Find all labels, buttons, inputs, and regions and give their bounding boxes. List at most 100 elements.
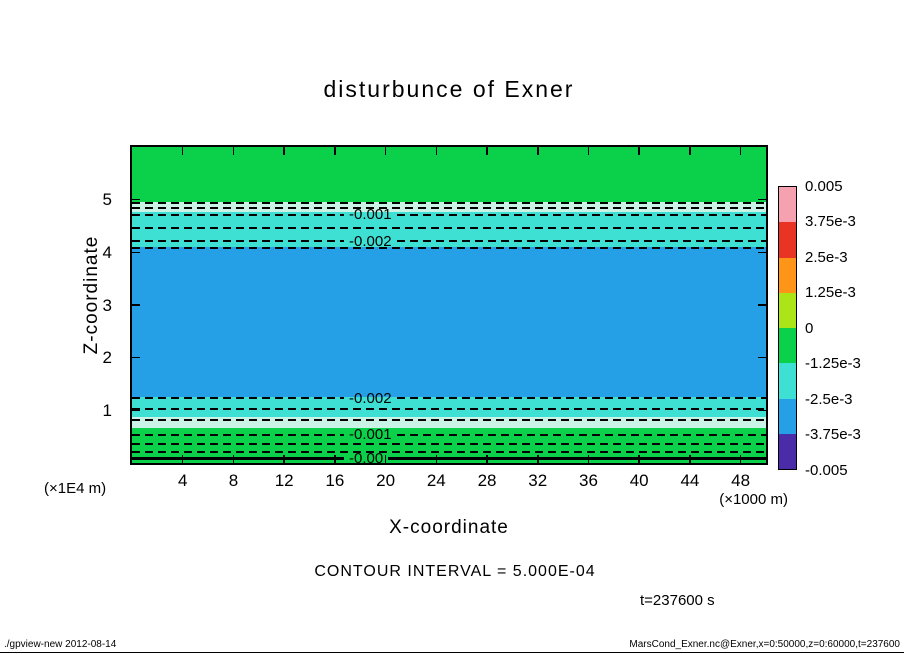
tone-band [132,428,766,463]
time-note: t=237600 s [640,592,715,609]
colorbar-tick-label: -2.5e-3 [805,390,853,408]
tone-band [132,397,766,417]
axis-tick [739,455,742,463]
contour-segment [132,419,766,422]
contour-label: -0.00 [349,450,384,465]
contour-segment [132,450,766,453]
contour-segment [132,397,344,399]
contour-segment [132,206,766,209]
axis-tick [181,455,184,463]
x-tick-label: 4 [177,471,188,490]
contour-line [132,194,766,212]
axis-tick [638,455,640,463]
axis-tick [537,147,539,155]
contour-line [132,219,766,237]
axis-tick [334,147,336,155]
axis-tick [435,455,438,463]
contour-segment [396,213,766,216]
axis-tick [537,455,539,463]
contour-segment [132,433,344,436]
contour-segment [132,408,766,411]
axis-tick [132,251,140,254]
x-tick-label: 32 [528,471,548,490]
contour-interval-note: CONTOUR INTERVAL = 5.000E-04 [314,563,596,580]
footer-datasource: MarsCond_Exner.nc@Exner,x=0:50000,z=0:60… [629,639,900,650]
contour-line [132,239,766,257]
tone-band [132,147,766,202]
x-tick-label: 44 [680,471,700,490]
contour-line [132,199,766,217]
x-tick-label: 28 [477,471,497,490]
tone-band [132,201,766,212]
axis-tick [283,147,285,155]
contour-segment [132,247,766,249]
x-axis-title: X-coordinate [389,517,509,538]
x-tick-label: 8 [228,471,239,490]
colorbar-cell [779,187,796,223]
axis-tick [132,198,140,201]
contour-line [132,435,766,453]
y-tick-label: 5 [102,190,112,210]
axis-tick [486,455,488,463]
axis-tick [758,409,766,412]
axis-tick [758,304,766,306]
colorbar-labels: 0.005 3.75e-3 2.5e-3 1.25e-3 0 -1.25e-3 -2.5e-… [805,178,897,479]
contour-line [132,443,766,461]
tone-band [132,247,766,397]
contour-segment [132,442,766,445]
axis-tick [232,455,235,463]
contour-segment [396,433,766,436]
footer-command: ./gpview-new 2012-08-14 [4,639,117,650]
footer-rule [0,652,904,653]
plot-area: -0.001 -0.002 -0.002 -0.001 -0.00 [130,145,768,465]
colorbar-cell [779,222,796,258]
x-tick-label: 48 [731,471,751,490]
colorbar-tick-label: -3.75e-3 [805,426,861,443]
colorbar-tick-label: 0 [805,319,814,337]
colorbar-tick-label: -1.25e-3 [805,355,861,372]
axis-tick [384,455,387,463]
contour-segment [132,213,344,216]
axis-tick [132,304,140,306]
plot-title: disturbunce of Exner [323,76,575,102]
contour-label: -0.001 [349,426,392,444]
colorbar [778,186,797,470]
colorbar-cell [779,257,796,293]
contour-label: -0.001 [349,206,392,224]
colorbar-tick-label: 1.25e-3 [805,284,856,301]
axis-tick [587,455,590,463]
contour-line: -0.00 [132,450,766,465]
axis-tick [283,455,285,463]
colorbar-tick-label: 2.5e-3 [805,248,848,266]
axis-tick [181,147,184,155]
axis-tick [435,147,438,155]
axis-tick [334,455,336,463]
colorbar-cell [779,363,796,399]
x-tick-label: 36 [579,471,598,490]
axis-tick [132,356,140,359]
colorbar-tick-label: 3.75e-3 [805,213,856,230]
contour-segment [132,201,766,204]
contour-line: -0.002 [132,232,766,250]
contour-line: -0.002 [132,389,766,407]
axis-tick [758,198,766,201]
contour-line [132,400,766,418]
tone-band [132,417,766,429]
axis-tick [587,147,590,155]
colorbar-cell [779,398,796,434]
axis-tick [758,251,766,254]
contour-label: -0.002 [349,389,392,407]
axis-tick [758,356,766,359]
colorbar-tick-label: 0.005 [805,177,843,195]
contour-label: -0.002 [349,232,392,250]
x-tick-label: 40 [629,471,649,490]
axis-tick [132,409,140,412]
contour-segment [132,240,344,242]
colorbar-cell [779,433,796,469]
y-tick-label: 3 [102,295,112,315]
axis-tick [232,147,235,155]
contour-segment [132,227,766,229]
contour-segment [396,397,766,399]
y-tick-labels: 1 2 3 4 5 [80,147,118,463]
